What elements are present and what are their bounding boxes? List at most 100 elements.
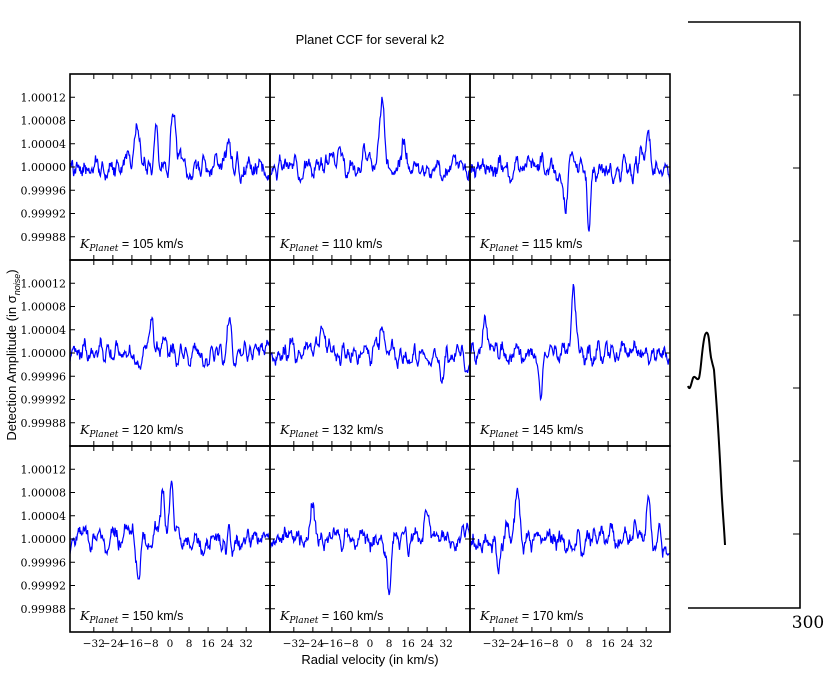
x-tick-label: 0 xyxy=(567,638,574,650)
y-tick-label: 1.00004 xyxy=(21,324,67,337)
ccf-line xyxy=(70,113,270,184)
y-tick-label: 1.00012 xyxy=(21,91,67,104)
panel-kplanet-label: KPlanet = 110 km/s xyxy=(279,236,382,254)
x-tick-label: −8 xyxy=(543,638,558,650)
x-tick-label: −8 xyxy=(343,638,358,650)
ccf-panel-4: 0.99988 0.99992 0.99996 1.00000 1.00004 1.000… xyxy=(21,259,271,447)
x-tick-label: −8 xyxy=(143,638,158,650)
y-tick-label: 1.00000 xyxy=(21,161,67,174)
y-tick-label: 1.00008 xyxy=(21,115,67,128)
x-tick-label: 8 xyxy=(586,638,593,650)
x-tick-label: 24 xyxy=(420,638,434,650)
kplanet-symbol: K xyxy=(79,608,90,623)
ccf-panel-8: −32−24−16 −8 0 8 16 24 32 KPlanet = 160 km/s xyxy=(269,445,471,650)
x-tick-label: −24 xyxy=(302,638,324,650)
x-tick-label: 8 xyxy=(186,638,193,650)
panel-grid: 0.99988 0.99992 0.99996 1.00000 1.00004 1.000… xyxy=(21,73,671,650)
y-tick-label: 1.00008 xyxy=(21,487,67,500)
x-tick-label: 32 xyxy=(640,638,653,650)
partial-right-plot: 300 xyxy=(687,21,824,633)
partial-plot-tick-label: 300 xyxy=(792,613,824,633)
ccf-line xyxy=(270,502,470,596)
kplanet-value: = 115 km/s xyxy=(518,237,582,251)
x-tick-label: 24 xyxy=(220,638,234,650)
panel-frame xyxy=(69,73,271,261)
x-tick-label: −24 xyxy=(502,638,524,650)
ccf-line xyxy=(270,325,470,384)
kplanet-symbol: K xyxy=(479,236,490,251)
panel-frame xyxy=(469,445,671,633)
ccf-line xyxy=(270,96,470,185)
y-tick-label: 1.00012 xyxy=(21,277,67,290)
y-tick-label: 0.99992 xyxy=(21,208,67,221)
panel-kplanet-label: KPlanet = 105 km/s xyxy=(79,236,183,254)
kplanet-subscript: Planet xyxy=(488,430,518,440)
x-tick-label: −24 xyxy=(102,638,124,650)
panel-kplanet-label: KPlanet = 115 km/s xyxy=(479,236,582,254)
y-tick-label: 1.00012 xyxy=(21,463,67,476)
panel-kplanet-label: KPlanet = 145 km/s xyxy=(479,422,583,440)
ccf-panel-7: 0.99988 0.99992 0.99996 1.00000 1.00004 1.000… xyxy=(21,445,271,650)
ccf-panel-6: KPlanet = 145 km/s xyxy=(469,259,671,447)
panel-kplanet-label: KPlanet = 170 km/s xyxy=(479,608,583,626)
y-tick-label: 0.99988 xyxy=(21,231,67,244)
y-tick-label: 0.99988 xyxy=(21,417,67,430)
partial-plot-curve xyxy=(687,331,726,546)
x-tick-label: 16 xyxy=(401,638,415,650)
y-tick-label: 1.00000 xyxy=(21,347,67,360)
kplanet-subscript: Planet xyxy=(288,244,318,254)
kplanet-subscript: Planet xyxy=(88,616,118,626)
x-tick-label: 8 xyxy=(386,638,393,650)
y-tick-label: 0.99992 xyxy=(21,394,67,407)
ccf-panel-1: 0.99988 0.99992 0.99996 1.00000 1.00004 1.000… xyxy=(21,73,271,261)
panel-frame xyxy=(469,73,671,261)
panel-kplanet-label: KPlanet = 160 km/s xyxy=(279,608,383,626)
panel-frame xyxy=(69,445,271,633)
x-tick-label: −32 xyxy=(283,638,305,650)
y-tick-label: 1.00008 xyxy=(21,301,67,314)
y-tick-label: 1.00000 xyxy=(21,533,67,546)
panel-kplanet-label: KPlanet = 132 km/s xyxy=(279,422,383,440)
kplanet-symbol: K xyxy=(79,236,90,251)
ccf-line xyxy=(470,487,670,575)
x-tick-label: 0 xyxy=(367,638,374,650)
kplanet-value: = 105 km/s xyxy=(118,237,183,251)
y-tick-label: 0.99992 xyxy=(21,580,67,593)
kplanet-subscript: Planet xyxy=(288,616,318,626)
kplanet-subscript: Planet xyxy=(288,430,318,440)
x-tick-label: 24 xyxy=(620,638,634,650)
y-tick-label: 1.00004 xyxy=(21,138,67,151)
partial-plot-frame xyxy=(688,21,801,609)
kplanet-subscript: Planet xyxy=(488,244,518,254)
ccf-panel-2: KPlanet = 110 km/s xyxy=(269,73,471,261)
kplanet-subscript: Planet xyxy=(88,430,118,440)
kplanet-symbol: K xyxy=(479,422,490,437)
x-tick-label: 16 xyxy=(201,638,215,650)
y-axis-label: Detection Amplitude (in σnoise) xyxy=(4,269,22,440)
x-tick-label: −16 xyxy=(521,638,543,650)
ccf-panel-5: KPlanet = 132 km/s xyxy=(269,259,471,447)
y-tick-label: 0.99988 xyxy=(21,603,67,616)
kplanet-symbol: K xyxy=(479,608,490,623)
kplanet-value: = 150 km/s xyxy=(118,609,183,623)
x-tick-label: 0 xyxy=(167,638,174,650)
kplanet-value: = 132 km/s xyxy=(318,423,383,437)
kplanet-value: = 160 km/s xyxy=(318,609,383,623)
kplanet-subscript: Planet xyxy=(488,616,518,626)
panel-kplanet-label: KPlanet = 150 km/s xyxy=(79,608,183,626)
y-tick-label: 1.00004 xyxy=(21,510,67,523)
x-tick-label: 32 xyxy=(440,638,453,650)
ccf-line xyxy=(70,316,270,370)
x-tick-label: 32 xyxy=(240,638,253,650)
kplanet-symbol: K xyxy=(279,422,290,437)
kplanet-symbol: K xyxy=(279,236,290,251)
ccf-line xyxy=(470,283,670,402)
kplanet-symbol: K xyxy=(79,422,90,437)
panel-kplanet-label: KPlanet = 120 km/s xyxy=(79,422,183,440)
x-tick-label: −32 xyxy=(83,638,105,650)
kplanet-value: = 110 km/s xyxy=(318,237,382,251)
ccf-line xyxy=(470,129,670,232)
x-axis-label: Radial velocity (in km/s) xyxy=(301,652,438,667)
y-tick-label: 0.99996 xyxy=(21,184,67,197)
x-tick-label: −16 xyxy=(321,638,343,650)
